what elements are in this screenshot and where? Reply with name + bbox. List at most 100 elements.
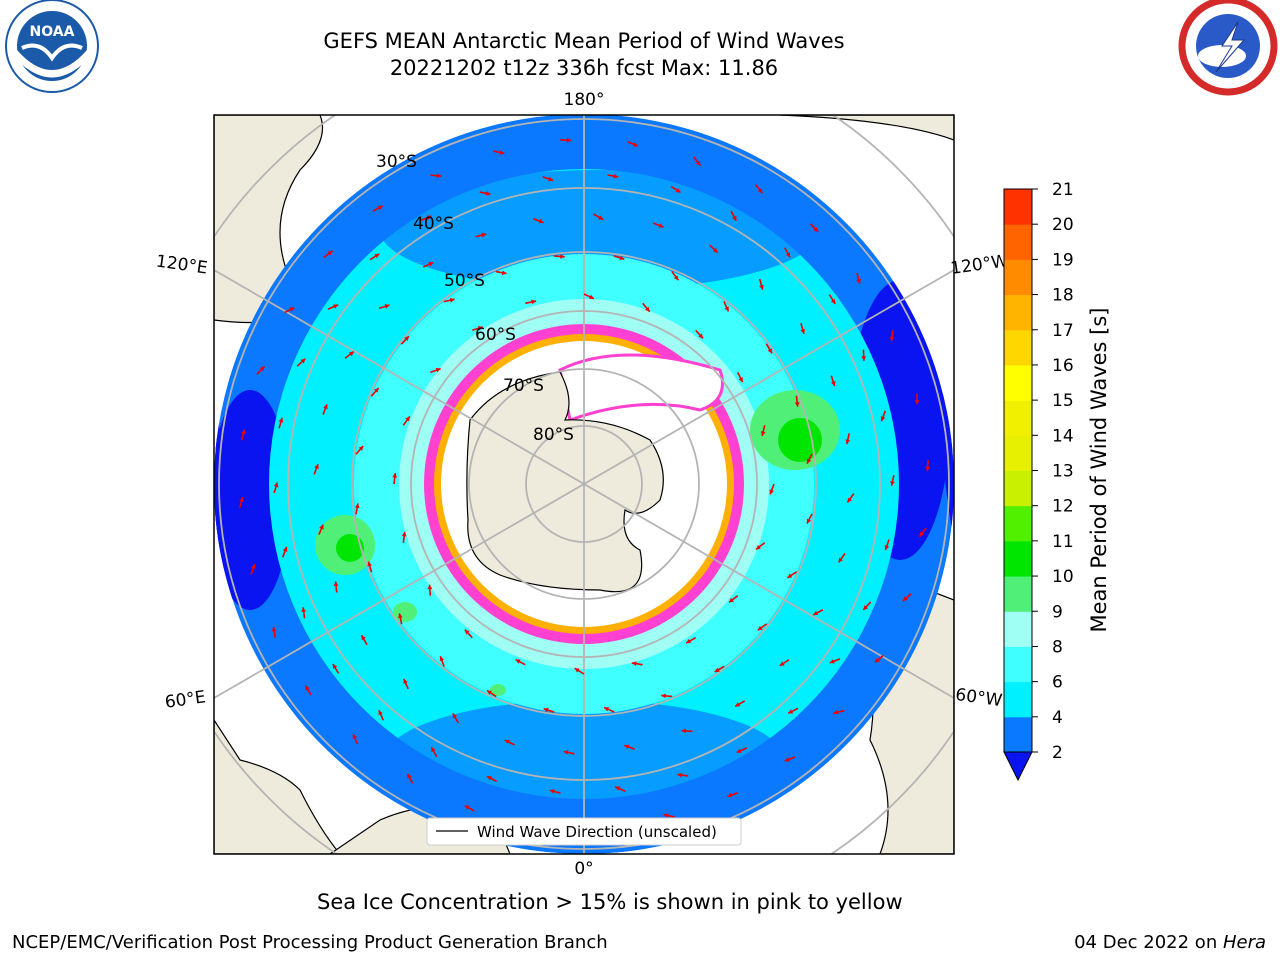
colorbar-tick-label: 14 (1052, 426, 1074, 446)
wave-direction-arrowhead (499, 150, 505, 155)
wave-direction-arrowhead (566, 137, 572, 143)
wave-direction-arrowhead (806, 518, 812, 524)
colorbar-segment (1004, 364, 1032, 401)
wave-direction-arrowhead (392, 473, 398, 478)
wave-direction-arrowhead (487, 690, 492, 695)
wave-direction-arrowhead (548, 176, 554, 182)
lon-label-0: 0° (574, 859, 593, 879)
wave-direction-arrowhead (333, 304, 339, 309)
wave-direction-arrowhead (686, 638, 692, 644)
wave-direction-arrowhead (914, 400, 920, 405)
noaa-logo-icon: NOAA (5, 0, 99, 93)
wave-direction-arrowhead (785, 252, 791, 258)
wave-direction-arrowhead (661, 693, 666, 699)
colorbar-tick-label: 4 (1052, 708, 1063, 728)
wave-direction-arrowhead (436, 173, 442, 179)
wave-direction-arrowhead (787, 573, 793, 578)
wave-direction-arrowhead (278, 417, 284, 423)
colorbar-segment (1004, 540, 1032, 577)
colorbar-tick-label: 19 (1052, 250, 1074, 270)
footer-date-text: 04 Dec 2022 on (1074, 932, 1223, 953)
map-frame (213, 114, 955, 855)
wave-direction-arrowhead (890, 481, 895, 486)
wave-direction-arrowhead (712, 247, 718, 253)
wave-direction-arrowhead (880, 416, 886, 422)
wave-direction-arrowhead (675, 188, 681, 193)
wave-direction-arrowhead (794, 402, 800, 407)
wave-direction-arrowhead (449, 297, 455, 303)
wave-direction-arrowhead (481, 232, 487, 238)
colorbar-segment (1004, 576, 1032, 612)
wave-direction-arrowhead (401, 531, 407, 537)
wave-direction-arrowhead (830, 298, 836, 304)
wave-direction-arrowhead (861, 356, 867, 361)
wave-direction-arrowhead (645, 306, 650, 312)
wave-direction-arrowhead (698, 333, 704, 339)
colorbar-tick-label: 12 (1052, 497, 1074, 517)
colorbar-tick-label: 16 (1052, 356, 1074, 376)
chart-title: GEFS MEAN Antarctic Mean Period of Wind … (323, 29, 845, 53)
wave-direction-arrowhead (631, 661, 637, 667)
wave-direction-arrowhead (813, 610, 819, 615)
wave-direction-arrowhead (485, 191, 491, 196)
wave-direction-arrowhead (624, 744, 630, 750)
wave-direction-arrowhead (250, 564, 256, 570)
colorbar-tick-label: 2 (1052, 743, 1063, 763)
wave-direction-arrowhead (769, 489, 774, 495)
wave-direction-arrowhead (333, 581, 339, 587)
wave-direction-arrowhead (728, 597, 734, 603)
wave-direction-arrowhead (800, 328, 806, 334)
wave-direction-arrowhead (856, 278, 861, 284)
lon-label-180: 180° (564, 90, 605, 110)
wave-direction-arrowhead (348, 351, 354, 357)
colorbar-tick-label: 17 (1052, 321, 1074, 341)
wave-direction-arrowhead (323, 404, 328, 410)
legend-label: Wind Wave Direction (unscaled) (477, 823, 717, 841)
wave-direction-arrowhead (327, 250, 333, 256)
wave-direction-arrowhead (501, 270, 507, 276)
wave-direction-arrowhead (319, 524, 324, 530)
wave-direction-arrowhead (695, 160, 701, 166)
wave-direction-arrowhead (361, 635, 366, 641)
wave-direction-arrowhead (831, 381, 836, 387)
wave-direction-arrowhead (504, 739, 510, 745)
wave-direction-arrowhead (681, 728, 686, 734)
wave-direction-arrowhead (538, 218, 544, 224)
wave-direction-arrowhead (884, 545, 890, 551)
wave-direction-arrowhead (784, 757, 790, 762)
wave-direction-arrowhead (282, 546, 288, 552)
wave-direction-arrowhead (847, 497, 852, 503)
colorbar-tick-label: 15 (1052, 391, 1074, 411)
colorbar-tick-label: 11 (1052, 532, 1074, 552)
wave-direction-arrowhead (477, 326, 483, 331)
wave-direction-arrowhead (431, 747, 436, 753)
wave-direction-arrowhead (305, 685, 310, 691)
wave-direction-arrowhead (487, 776, 493, 781)
lon-label-120w: 120°W (949, 251, 1009, 279)
wave-direction-arrowhead (367, 561, 373, 567)
wave-direction-arrowhead (838, 557, 844, 563)
colorbar-segment (1004, 681, 1032, 718)
noaa-logo-text: NOAA (30, 24, 75, 40)
wave-direction-arrowhead (352, 734, 358, 740)
wave-direction-arrowhead (833, 709, 839, 715)
wave-direction-arrowhead (397, 613, 403, 619)
colorbar-segment (1004, 189, 1032, 225)
colorbar-label: Mean Period of Wind Waves [s] (1087, 308, 1111, 633)
wave-direction-arrowhead (452, 713, 458, 719)
wave-direction-arrowhead (757, 188, 763, 194)
wave-direction-arrowhead (829, 659, 835, 664)
wave-direction-arrowhead (788, 709, 794, 714)
wave-direction-arrowhead (760, 431, 766, 436)
wave-direction-arrowhead (619, 255, 625, 261)
wave-direction-arrowhead (714, 667, 720, 672)
colorbar-segment (1004, 611, 1032, 647)
colorbar-segment (1004, 329, 1032, 366)
colorbar: 2 4 6 8 9 10 11 12 13 14 15 16 17 18 19 20 21 (1003, 180, 1074, 782)
wave-direction-arrowhead (405, 416, 410, 422)
wave-direction-arrowhead (663, 813, 669, 818)
wave-direction-arrowhead (240, 429, 246, 435)
wave-direction-arrowhead (428, 262, 434, 267)
lat-label-40s: 40°S (413, 214, 454, 234)
wave-direction-arrowhead (373, 387, 379, 393)
